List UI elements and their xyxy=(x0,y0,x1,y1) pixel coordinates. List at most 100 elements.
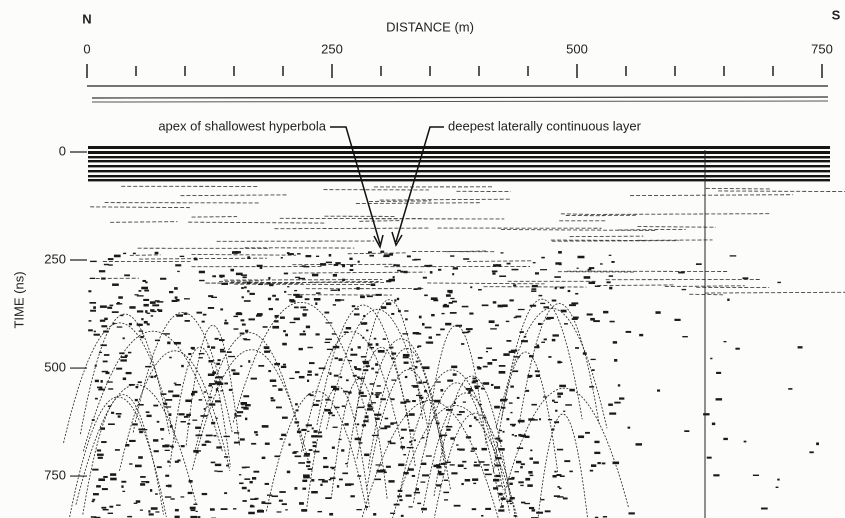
speckle xyxy=(571,302,578,304)
speckle xyxy=(406,495,412,497)
speckle xyxy=(376,396,379,398)
speckle xyxy=(380,398,386,400)
speckle xyxy=(102,371,108,373)
speckle xyxy=(378,350,385,353)
speckle xyxy=(165,399,172,401)
speckle xyxy=(375,363,378,366)
speckle xyxy=(258,284,263,285)
speckle xyxy=(327,349,333,350)
speckle xyxy=(312,441,316,443)
speckle xyxy=(419,316,422,319)
speckle xyxy=(391,398,395,400)
speckle xyxy=(143,304,148,307)
speckle xyxy=(415,366,417,368)
speckle xyxy=(101,441,106,443)
speckle xyxy=(539,295,543,296)
speckle xyxy=(399,499,402,501)
speckle xyxy=(329,254,332,257)
speckle xyxy=(450,437,454,439)
speckle xyxy=(139,290,142,292)
speckle xyxy=(110,478,116,481)
speckle xyxy=(496,438,501,440)
speckle xyxy=(234,432,239,433)
speckle xyxy=(317,511,322,512)
speckle xyxy=(484,382,489,385)
speckle xyxy=(584,276,591,279)
speckle xyxy=(552,428,555,430)
speckle xyxy=(391,313,394,315)
speckle xyxy=(520,485,523,486)
speckle xyxy=(391,379,396,380)
speckle xyxy=(564,460,570,462)
speckle xyxy=(146,481,149,483)
speckle xyxy=(539,418,541,420)
speckle xyxy=(137,324,141,326)
speckle xyxy=(412,400,416,402)
speckle xyxy=(383,338,386,340)
speckle xyxy=(809,451,813,453)
speckle xyxy=(412,259,417,260)
speckle xyxy=(544,338,547,340)
speckle xyxy=(136,500,141,503)
speckle xyxy=(155,511,159,512)
speckle xyxy=(248,490,250,492)
speckle xyxy=(403,354,410,357)
speckle xyxy=(290,322,296,323)
speckle xyxy=(284,291,286,293)
speckle xyxy=(289,378,294,379)
speckle xyxy=(655,311,660,314)
speckle xyxy=(428,341,433,343)
speckle xyxy=(434,400,440,403)
speckle xyxy=(444,480,448,481)
speckle xyxy=(506,340,511,342)
speckle xyxy=(472,378,476,380)
speckle xyxy=(208,295,213,297)
speckle xyxy=(498,509,504,511)
speckle xyxy=(474,385,478,387)
speckle xyxy=(216,363,220,365)
speckle xyxy=(278,388,282,391)
speckle xyxy=(499,430,502,431)
speckle xyxy=(344,331,349,333)
speckle xyxy=(346,327,351,329)
speckle xyxy=(466,436,471,438)
speckle xyxy=(730,255,737,256)
speckle xyxy=(471,448,477,450)
speckle xyxy=(492,272,495,274)
speckle xyxy=(433,299,438,301)
speckle xyxy=(495,324,499,326)
speckle xyxy=(279,500,283,502)
speckle xyxy=(461,343,464,345)
speckle xyxy=(185,400,192,403)
speckle xyxy=(501,505,504,508)
speckle xyxy=(174,287,178,290)
speckle xyxy=(332,447,335,449)
speckle xyxy=(753,475,759,476)
speckle xyxy=(568,290,571,292)
speckle xyxy=(331,386,336,388)
speckle xyxy=(398,490,403,492)
speckle xyxy=(163,333,169,334)
speckle xyxy=(375,418,380,420)
speckle xyxy=(244,286,247,288)
speckle xyxy=(422,437,425,438)
speckle xyxy=(98,457,103,459)
speckle xyxy=(181,421,186,422)
speckle xyxy=(473,380,478,382)
speckle xyxy=(325,497,331,499)
speckle xyxy=(243,276,247,278)
speckle xyxy=(315,302,317,305)
speckle xyxy=(363,315,365,317)
speckle xyxy=(283,330,286,332)
speckle xyxy=(199,357,203,358)
speckle xyxy=(234,413,236,415)
speckle xyxy=(454,402,456,404)
speckle xyxy=(590,470,593,472)
speckle xyxy=(302,313,306,315)
speckle xyxy=(614,359,617,362)
speckle xyxy=(158,309,162,312)
speckle xyxy=(313,445,317,447)
speckle xyxy=(777,282,781,283)
speckle xyxy=(299,502,304,505)
speckle xyxy=(118,296,123,298)
